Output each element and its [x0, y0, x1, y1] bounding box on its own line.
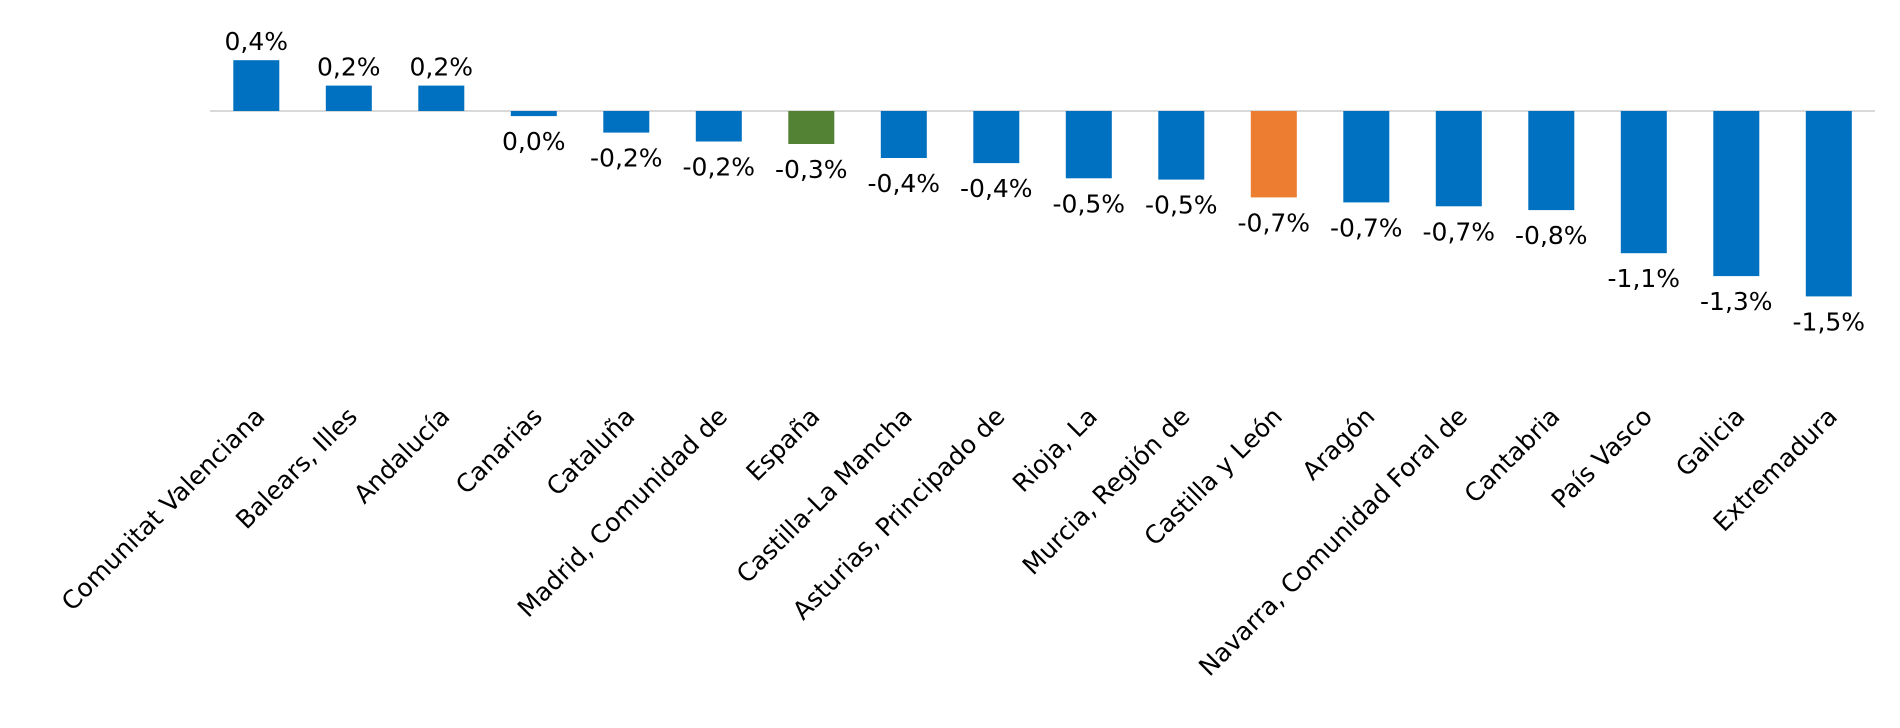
bar-10: [1158, 111, 1205, 180]
data-label-17: -1,5%: [1793, 307, 1866, 336]
data-label-8: -0,4%: [960, 174, 1033, 203]
data-label-11: -0,7%: [1238, 208, 1311, 237]
data-label-2: 0,2%: [410, 53, 474, 82]
data-label-10: -0,5%: [1145, 191, 1218, 220]
bar-14: [1528, 111, 1575, 211]
data-label-16: -1,3%: [1700, 287, 1773, 316]
data-label-13: -0,7%: [1423, 217, 1496, 246]
bar-7: [880, 111, 927, 158]
category-label-16: Galicia: [1670, 402, 1750, 482]
category-label-10: Murcia, Región de: [1017, 402, 1196, 581]
data-label-15: -1,1%: [1608, 264, 1681, 293]
bar-11: [1250, 111, 1297, 198]
bar-0: [233, 60, 280, 111]
bar-3: [510, 111, 557, 117]
bar-5: [695, 111, 742, 142]
category-label-9: Rioja, La: [1007, 402, 1103, 498]
bar-8: [973, 111, 1020, 164]
bar-17: [1805, 111, 1852, 297]
bar-6: [788, 111, 835, 144]
data-label-7: -0,4%: [868, 169, 941, 198]
data-label-14: -0,8%: [1515, 221, 1588, 250]
category-label-2: Andalucía: [348, 402, 455, 509]
bar-15: [1620, 111, 1667, 254]
bar-12: [1343, 111, 1390, 203]
bar-2: [418, 85, 465, 111]
data-label-12: -0,7%: [1330, 213, 1403, 242]
category-label-3: Canarias: [450, 402, 548, 500]
data-label-1: 0,2%: [317, 53, 381, 82]
category-label-4: Cataluña: [541, 402, 641, 502]
bar-4: [603, 111, 650, 133]
data-label-9: -0,5%: [1053, 189, 1126, 218]
bar-13: [1435, 111, 1482, 207]
data-label-6: -0,3%: [775, 155, 848, 184]
bar-9: [1065, 111, 1112, 179]
data-label-5: -0,2%: [683, 153, 756, 182]
bar-16: [1713, 111, 1760, 277]
category-label-7: Castilla-La Mancha: [731, 402, 918, 589]
category-label-6: España: [741, 402, 826, 487]
data-label-4: -0,2%: [590, 144, 663, 173]
data-label-3: 0,0%: [502, 127, 566, 156]
category-label-15: País Vasco: [1546, 402, 1658, 514]
data-label-0: 0,4%: [225, 27, 289, 56]
bar-1: [325, 85, 372, 111]
category-label-12: Aragón: [1297, 402, 1381, 486]
